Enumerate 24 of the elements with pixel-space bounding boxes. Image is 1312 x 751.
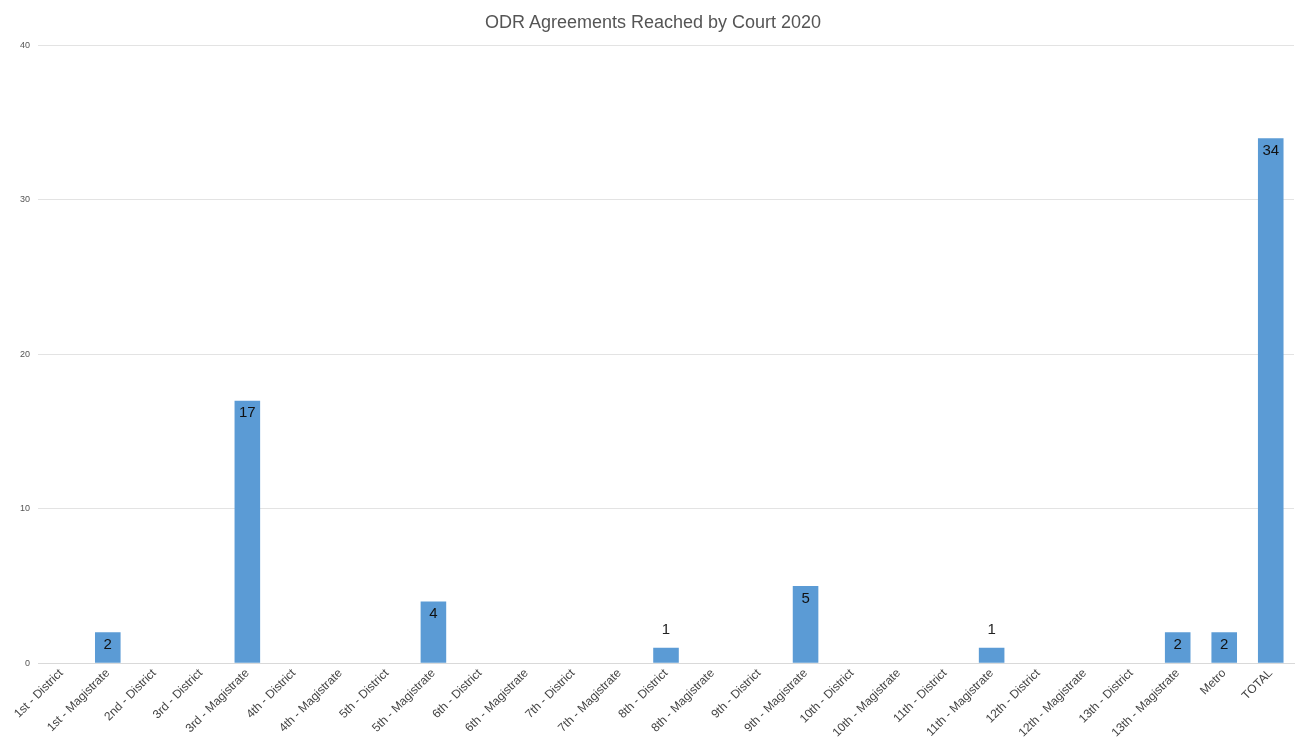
data-label: 5 bbox=[801, 588, 810, 606]
y-tick-label: 20 bbox=[20, 348, 31, 359]
bar bbox=[1257, 138, 1284, 663]
y-tick-label: 30 bbox=[20, 194, 31, 205]
y-tick-label: 0 bbox=[25, 657, 31, 668]
bar bbox=[653, 647, 679, 663]
chart-title: ODR Agreements Reached by Court 2020 bbox=[484, 11, 822, 32]
bar bbox=[978, 647, 1005, 663]
data-label: 2 bbox=[1173, 634, 1182, 652]
y-tick-label: 40 bbox=[20, 40, 31, 51]
data-label: 1 bbox=[987, 620, 996, 638]
bar bbox=[95, 632, 121, 663]
data-label: 34 bbox=[1262, 140, 1280, 158]
bar bbox=[420, 601, 447, 663]
bar bbox=[234, 400, 261, 663]
bar bbox=[1211, 632, 1238, 663]
data-label: 17 bbox=[239, 403, 256, 421]
bar bbox=[792, 585, 819, 663]
data-label: 4 bbox=[429, 604, 438, 622]
data-label: 2 bbox=[103, 634, 112, 652]
y-tick-label: 10 bbox=[20, 503, 31, 514]
data-label: 1 bbox=[661, 620, 671, 638]
data-label: 2 bbox=[1220, 634, 1229, 652]
bar bbox=[1164, 632, 1191, 663]
